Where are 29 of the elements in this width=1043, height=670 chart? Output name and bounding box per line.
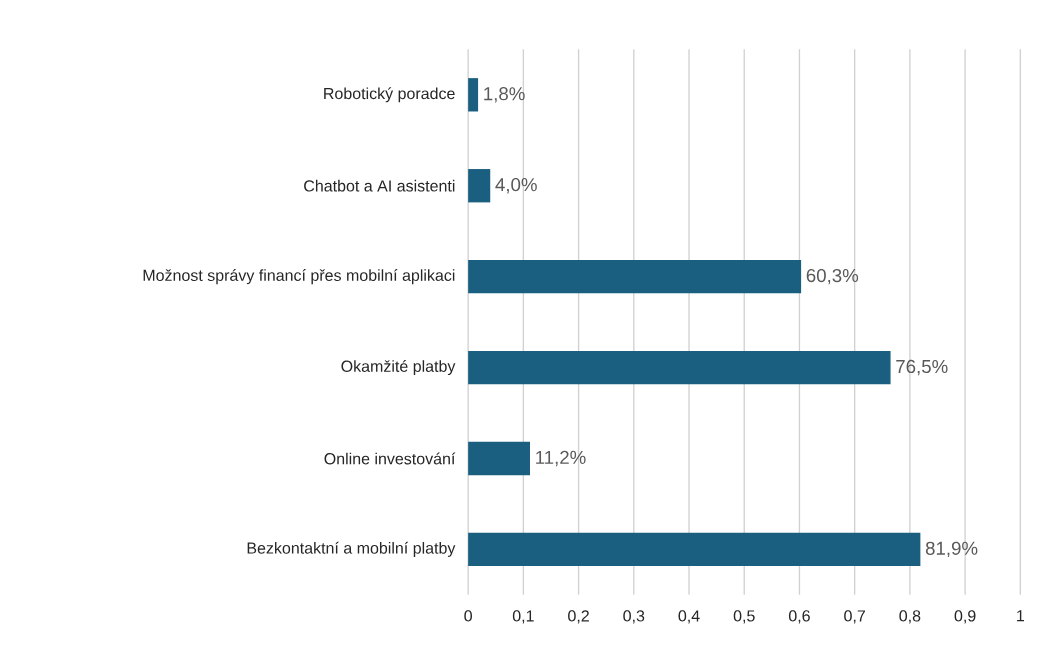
x-tick-label: 1 bbox=[1017, 610, 1024, 622]
x-tick-label: 0 bbox=[464, 610, 472, 622]
data-label: 4,0% bbox=[495, 178, 537, 194]
y-tick-label: Možnost správy financí přes mobilní aplikaci bbox=[143, 269, 455, 285]
x-tick-label: 0,2 bbox=[568, 610, 589, 624]
y-tick-label: Chatbot a AI asistenti bbox=[304, 180, 455, 192]
y-tick-label: Robotický poradce bbox=[324, 87, 455, 103]
y-tick-label: Bezkontaktní a mobilní platby bbox=[247, 542, 456, 558]
y-tick-label: Okamžité platby bbox=[341, 360, 456, 376]
x-tick-label: 0,9 bbox=[954, 610, 976, 624]
data-label: 81,9% bbox=[925, 541, 978, 558]
x-tick-label: 0,6 bbox=[788, 610, 810, 624]
x-tick-label: 0,7 bbox=[844, 610, 865, 624]
data-label: 11,2% bbox=[536, 450, 586, 467]
bar bbox=[468, 532, 921, 567]
data-label: 76,5% bbox=[896, 360, 948, 376]
x-tick-label: 0,8 bbox=[899, 610, 921, 624]
data-label: 60,3% bbox=[806, 269, 859, 285]
x-tick-label: 0,5 bbox=[733, 610, 755, 624]
bar bbox=[468, 169, 491, 203]
bar bbox=[468, 351, 891, 385]
bar bbox=[468, 78, 479, 112]
data-label: 1,8% bbox=[484, 87, 525, 103]
x-tick-label: 0,3 bbox=[623, 610, 645, 624]
bar bbox=[468, 260, 802, 294]
x-tick-label: 0,4 bbox=[678, 610, 700, 624]
x-tick-label: 0,1 bbox=[512, 610, 534, 624]
bar bbox=[468, 442, 530, 476]
y-tick-label: Online investování bbox=[324, 452, 456, 465]
